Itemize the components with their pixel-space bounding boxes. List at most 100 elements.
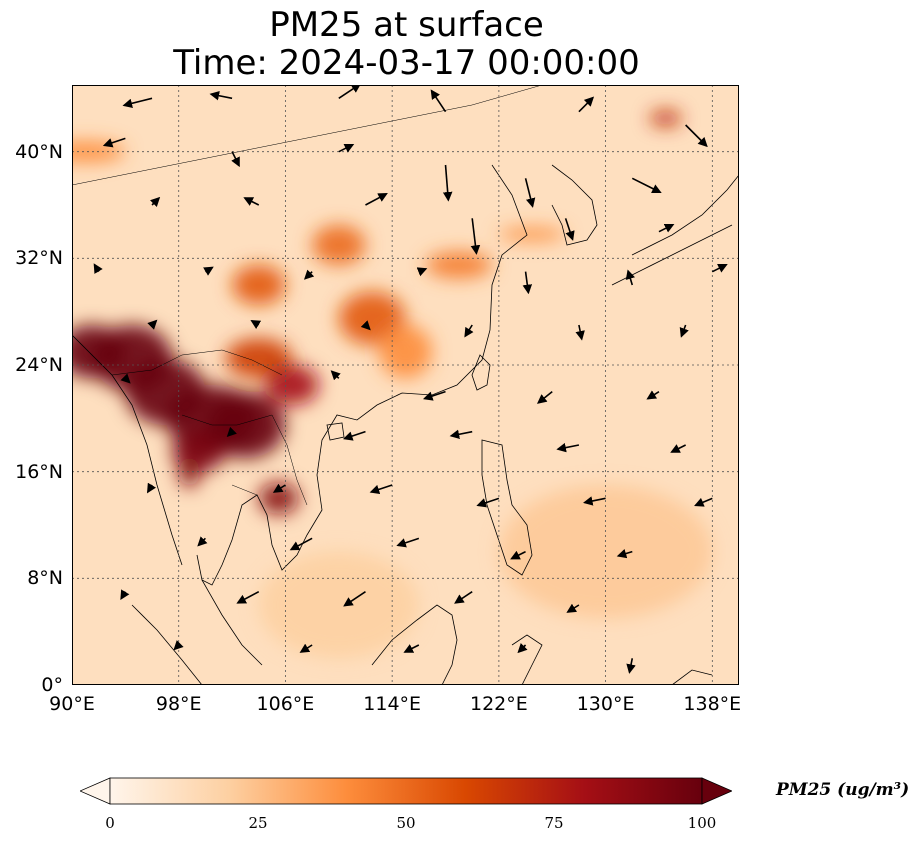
pm25-blob xyxy=(225,338,293,379)
wind-arrow xyxy=(670,444,686,453)
lat-tick-label: 0° xyxy=(41,674,63,696)
wind-arrow xyxy=(566,603,580,613)
wind-arrow xyxy=(476,497,500,508)
wind-arrow xyxy=(522,271,533,295)
pm25-blob xyxy=(178,455,201,488)
wind-arrow xyxy=(338,143,355,153)
chart-title: PM25 at surface xyxy=(269,5,544,45)
wind-arrow xyxy=(510,550,526,560)
wind-arrow xyxy=(120,373,131,384)
lat-tick-label: 8°N xyxy=(27,567,63,590)
wind-arrow xyxy=(236,590,260,604)
wind-arrow xyxy=(403,644,420,653)
wind-arrow xyxy=(338,85,362,99)
wind-vectors xyxy=(93,85,728,674)
wind-arrow xyxy=(272,483,286,493)
lon-tick-label: 98°E xyxy=(155,693,202,715)
wind-arrow xyxy=(449,429,473,440)
wind-arrow xyxy=(564,218,575,241)
pm25-blob xyxy=(425,251,493,279)
wind-arrow xyxy=(147,482,157,494)
wind-arrow xyxy=(365,193,388,206)
wind-arrow xyxy=(203,266,214,276)
wind-arrow xyxy=(231,151,240,168)
pm25-blob xyxy=(258,551,419,659)
wind-arrow xyxy=(93,263,103,274)
wind-arrow xyxy=(631,177,662,194)
wind-arrow xyxy=(342,430,366,441)
colorbar-gradient xyxy=(109,777,703,805)
wind-arrow xyxy=(250,319,262,330)
wind-arrow xyxy=(625,269,635,286)
colorbar-tick-label: 100 xyxy=(687,814,717,832)
wind-arrow xyxy=(209,90,233,101)
wind-arrow xyxy=(583,496,606,506)
pm25-blob xyxy=(258,482,299,515)
pm25-blob xyxy=(265,365,319,405)
wind-arrow xyxy=(454,591,473,604)
pm25-blob xyxy=(498,227,566,241)
lon-tick-label: 122°E xyxy=(469,693,528,715)
wind-arrow xyxy=(685,124,708,148)
wind-arrow xyxy=(442,164,453,202)
colorbar-max-extend xyxy=(701,777,732,805)
wind-arrow xyxy=(396,537,420,548)
wind-arrow xyxy=(626,658,636,674)
wind-arrow xyxy=(102,137,126,148)
pm25-blob xyxy=(205,391,286,459)
colorbar xyxy=(80,777,732,805)
lon-tick-label: 106°E xyxy=(256,693,315,715)
lat-tick-label: 24°N xyxy=(15,354,63,376)
wind-arrow xyxy=(122,97,153,109)
pm25-field xyxy=(72,110,713,659)
wind-arrow xyxy=(416,267,428,277)
wind-arrow xyxy=(330,370,341,381)
wind-arrow xyxy=(578,96,595,113)
country-borders xyxy=(72,85,543,506)
colorbar-min-extend xyxy=(80,777,111,805)
chart-subtitle: Time: 2024-03-17 00:00:00 xyxy=(173,43,640,83)
wind-arrow xyxy=(536,391,553,404)
pm25-blob xyxy=(378,325,433,379)
wind-arrow xyxy=(243,197,260,206)
wind-arrow xyxy=(173,640,184,651)
pm25-blob xyxy=(312,225,366,265)
lat-tick-label: 32°N xyxy=(15,247,63,270)
pm25-blob xyxy=(649,110,682,127)
wind-arrow xyxy=(423,390,446,401)
wind-arrow xyxy=(197,536,208,547)
colorbar-tick-label: 50 xyxy=(396,814,416,832)
wind-arrow xyxy=(464,324,474,338)
wind-arrow xyxy=(360,320,371,331)
lat-tick-label: 16°N xyxy=(15,460,63,483)
wind-arrow xyxy=(120,589,130,601)
wind-arrow xyxy=(524,178,536,208)
wind-arrow xyxy=(149,196,161,208)
colorbar-tick-label: 25 xyxy=(248,814,268,832)
wind-arrow xyxy=(658,223,675,233)
lat-tick-label: 40°N xyxy=(15,140,63,163)
map-plot xyxy=(72,85,739,685)
wind-arrow xyxy=(299,643,313,653)
wind-arrow xyxy=(679,324,689,338)
wind-arrow xyxy=(147,319,158,330)
wind-arrow xyxy=(343,591,366,607)
wind-arrow xyxy=(575,324,585,341)
colorbar-tick-label: 75 xyxy=(544,814,564,832)
lon-tick-label: 114°E xyxy=(363,693,422,715)
wind-arrow xyxy=(303,269,315,280)
gridlines xyxy=(72,85,739,685)
coastlines xyxy=(72,164,739,685)
map-canvas xyxy=(72,85,739,685)
wind-arrow xyxy=(556,442,580,453)
wind-arrow xyxy=(470,218,481,255)
wind-arrow xyxy=(289,537,313,551)
wind-arrow xyxy=(517,642,528,654)
wind-arrow xyxy=(616,548,633,559)
wind-arrow xyxy=(646,390,660,400)
pm25-blob xyxy=(232,265,286,305)
wind-arrow xyxy=(430,89,447,113)
colorbar-tick-label: 0 xyxy=(105,814,115,832)
lon-tick-label: 130°E xyxy=(576,693,635,715)
wind-arrow xyxy=(369,484,393,495)
